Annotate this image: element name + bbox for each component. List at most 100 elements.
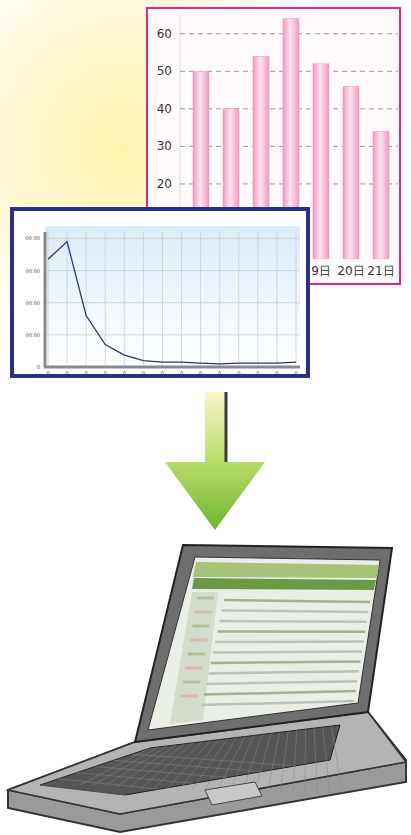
y-tick-label: 00:00 [26, 332, 40, 338]
keyboard-column [230, 735, 254, 790]
grid-line-vertical [48, 232, 49, 367]
screen-sidebar-item [188, 653, 205, 656]
laptop [8, 545, 406, 832]
keyboard-column [180, 740, 219, 789]
bar [373, 131, 389, 259]
touchpad [205, 782, 262, 805]
background-glow [0, 0, 411, 420]
x-tick-label: 20日 [337, 264, 364, 278]
keyboard-row [132, 754, 296, 766]
grid-line-vertical [67, 232, 68, 367]
grid-line-vertical [162, 232, 163, 367]
keyboard-column [168, 741, 211, 789]
y-axis-line [44, 232, 47, 367]
illustration: 20 30 40 50 60 9日 20日21日 0 00:00 00:00 00:00 00:00 0… [0, 0, 411, 835]
keyboard-row [58, 779, 159, 789]
screen [148, 557, 380, 730]
keyboard-column [105, 746, 167, 786]
screen-sidebar-item [183, 681, 200, 684]
keyboard-column [331, 726, 342, 795]
keyboard-row [77, 773, 194, 784]
laptop-lid [135, 545, 392, 742]
grid-line-vertical [181, 232, 182, 367]
y-tick-label: 50 [157, 64, 172, 78]
screen-sidebar-item [181, 695, 198, 698]
keyboard-column [130, 744, 185, 787]
screen-text-line [215, 640, 363, 643]
x-tick-label: 0 [65, 370, 68, 376]
grid-line [45, 367, 300, 368]
data-line [48, 242, 296, 364]
plot-area [45, 226, 300, 367]
screen-sidebar-item [192, 625, 209, 628]
keyboard-column [323, 727, 330, 794]
screen-text-line [206, 681, 357, 684]
screen-nav [192, 578, 376, 590]
screen-text-line [209, 671, 359, 673]
line-chart: 000:0000:0000:0000:0000000000000000 [12, 209, 308, 376]
keyboard-column [293, 730, 297, 793]
y-tick-label: 00:00 [26, 268, 40, 274]
keyboard-column [143, 743, 194, 788]
screen-text-line [220, 620, 367, 623]
keyboard-column [255, 733, 271, 791]
x-tick-label: 0 [180, 370, 183, 376]
grid-line-vertical [105, 232, 106, 367]
grid-line [45, 270, 300, 271]
x-tick-label: 0 [218, 370, 221, 376]
bar [313, 64, 329, 259]
line-panel [12, 209, 308, 376]
keyboard-column [280, 731, 288, 792]
keyboard-column [93, 747, 159, 786]
screen-sidebar-item [197, 597, 214, 600]
x-tick-label: 9日 [311, 264, 331, 278]
arrow-shadow [225, 392, 228, 462]
x-tick-label: 0 [85, 370, 88, 376]
keyboard-row [40, 785, 125, 795]
screen-sidebar-item [190, 639, 207, 642]
grid-line-vertical [296, 232, 297, 367]
keyboard-column [155, 742, 202, 788]
x-tick-label: 0 [142, 370, 145, 376]
grid-line-vertical [200, 232, 201, 367]
x-tick-label: 0 [104, 370, 107, 376]
screen-text-line [217, 630, 365, 633]
grid-line [45, 334, 300, 335]
keyboard-row [95, 767, 228, 778]
screen-sidebar-item [195, 611, 212, 614]
x-tick-label: 21日 [367, 264, 394, 278]
screen-text-line [222, 611, 369, 612]
y-tick-label: 00:00 [26, 300, 40, 306]
grid-line-vertical [143, 232, 144, 367]
screen-text-line [202, 701, 354, 705]
x-tick-label: 0 [275, 370, 278, 376]
y-tick-label: 00:00 [26, 235, 40, 241]
keyboard-column [205, 738, 236, 790]
grid-line-vertical [257, 232, 258, 367]
x-tick-label: 0 [237, 370, 240, 376]
x-tick-label: 0 [256, 370, 259, 376]
grid-line-vertical [124, 232, 125, 367]
screen-text-line [211, 661, 361, 663]
line-group [48, 242, 296, 364]
keyboard-column [268, 732, 280, 792]
screen-text-line [213, 652, 362, 653]
y-tick-label: 0 [37, 364, 40, 370]
x-tick-label: 0 [161, 370, 164, 376]
grid-line [45, 238, 300, 239]
y-tick-label: 20 [157, 177, 172, 191]
arrow [165, 392, 265, 530]
bar [343, 86, 359, 259]
keyboard-column [314, 728, 317, 794]
grid-line-vertical [238, 232, 239, 367]
x-tick-label: 0 [199, 370, 202, 376]
y-tick-label: 30 [157, 139, 172, 153]
y-tick-label: 60 [157, 27, 172, 41]
x-tick-label: 0 [46, 370, 49, 376]
keyboard-column [305, 729, 306, 793]
screen-text-line [204, 691, 355, 694]
grid-line-vertical [86, 232, 87, 367]
grid-line-vertical [276, 232, 277, 367]
y-tick-label: 40 [157, 102, 172, 116]
screen-text-line [224, 600, 370, 602]
